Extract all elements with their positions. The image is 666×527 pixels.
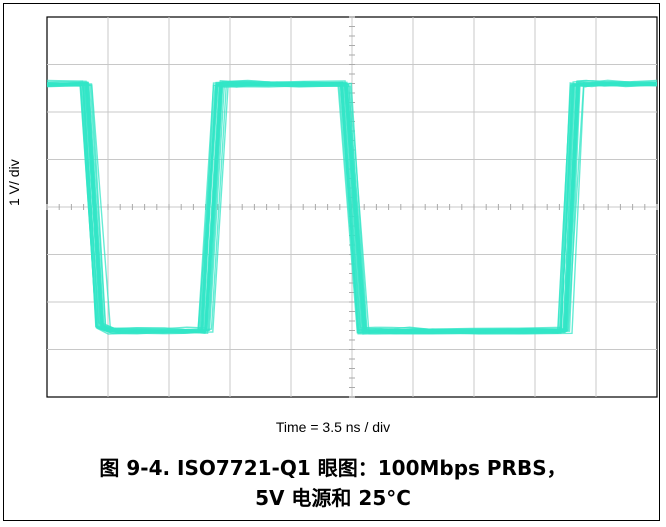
eye-trace [46, 83, 658, 334]
figure-frame [3, 3, 660, 521]
y-axis-label: 1 V/ div [6, 159, 22, 206]
figure-caption-line2: 5V 电源和 25°C [255, 486, 411, 510]
x-axis-label: Time = 3.5 ns / div [275, 419, 391, 435]
eye-traces [46, 79, 658, 335]
figure-caption-line1: 图 9-4. ISO7721-Q1 眼图：100Mbps PRBS， [99, 456, 567, 480]
